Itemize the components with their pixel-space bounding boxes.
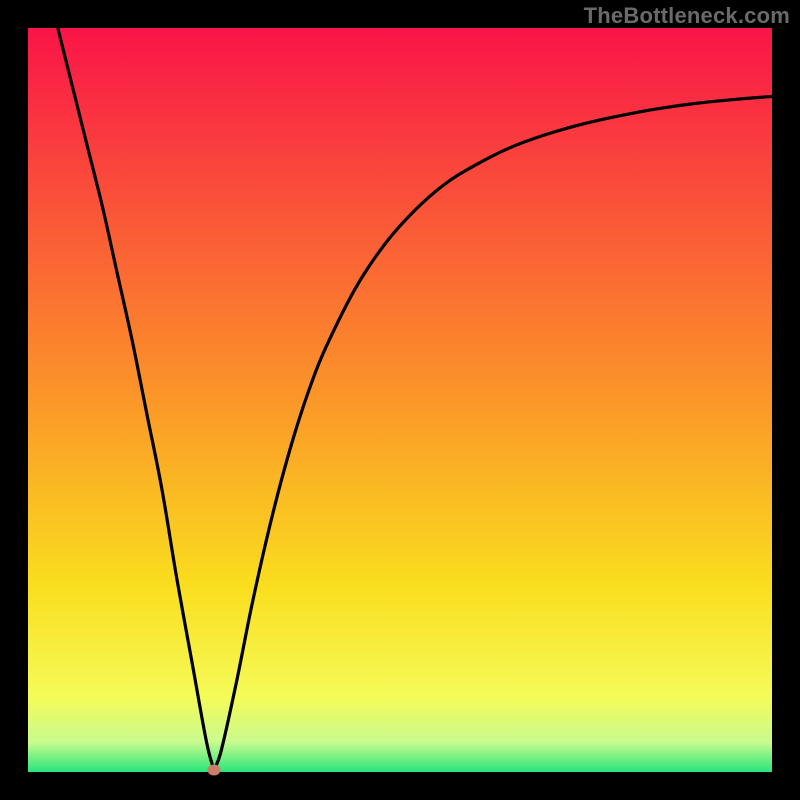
optimal-point-marker	[208, 764, 221, 775]
watermark-text: TheBottleneck.com	[584, 3, 790, 29]
plot-area	[28, 28, 772, 772]
chart-frame: TheBottleneck.com	[0, 0, 800, 800]
bottleneck-curve	[28, 28, 772, 772]
